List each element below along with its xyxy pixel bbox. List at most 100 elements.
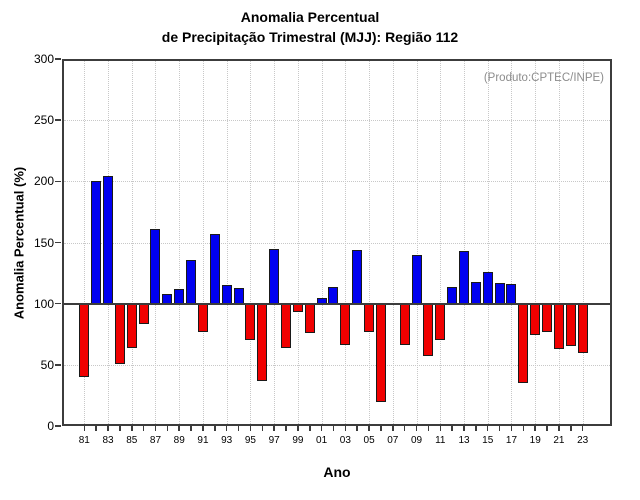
bar-17 <box>506 284 517 304</box>
x-tick-label: 85 <box>126 435 138 446</box>
x-tick-label: 07 <box>387 435 399 446</box>
bar-83 <box>103 176 114 304</box>
x-tick <box>510 426 513 431</box>
v-gridline <box>487 61 489 424</box>
y-tick-label: 250 <box>33 113 54 128</box>
chart-title: Anomalia Percentual de Precipitação Trim… <box>0 7 620 47</box>
x-tick <box>309 426 311 431</box>
x-tick-label: 93 <box>221 435 233 446</box>
y-tick <box>55 241 61 244</box>
x-tick <box>522 426 525 431</box>
v-gridline <box>535 61 537 424</box>
h-gridline <box>64 120 610 122</box>
y-tick-label: 300 <box>33 52 54 66</box>
bar-06 <box>375 303 386 402</box>
y-tick-label: 200 <box>33 174 54 189</box>
v-gridline <box>226 61 228 424</box>
x-tick-label: 17 <box>505 435 518 446</box>
bar-13 <box>459 251 469 304</box>
x-tick-label: 05 <box>363 435 375 446</box>
x-tick <box>344 426 347 431</box>
bar-11 <box>435 303 446 341</box>
x-tick-label: 91 <box>197 435 209 446</box>
bar-23 <box>577 303 588 353</box>
y-tick-label: 100 <box>33 296 54 311</box>
x-tick <box>190 426 192 431</box>
v-gridline <box>274 61 276 424</box>
x-tick <box>332 426 335 431</box>
bar-03 <box>340 303 351 346</box>
v-gridline <box>345 61 347 424</box>
x-tick <box>486 426 489 431</box>
bar-05 <box>364 303 375 332</box>
bar-99 <box>292 303 303 313</box>
h-gridline <box>64 242 610 244</box>
x-tick <box>581 426 584 431</box>
x-tick <box>261 426 264 431</box>
x-tick <box>273 426 275 431</box>
x-tick <box>546 426 548 431</box>
baseline-100 <box>64 302 610 305</box>
y-tick <box>55 58 61 60</box>
bar-94 <box>233 287 244 304</box>
x-tick-label: 87 <box>149 435 162 446</box>
y-tick <box>55 119 61 121</box>
bar-20 <box>542 303 553 332</box>
bar-12 <box>447 286 458 304</box>
bar-84 <box>114 303 125 364</box>
x-tick <box>558 426 560 431</box>
x-tick <box>95 426 97 431</box>
produto-annotation: (Produto:CPTEC/INPE) <box>483 72 604 84</box>
x-tick-label: 99 <box>292 435 304 446</box>
x-tick <box>154 426 157 431</box>
x-tick <box>570 426 572 431</box>
x-tick-label: 15 <box>482 435 494 446</box>
bar-92 <box>209 233 220 304</box>
bar-91 <box>197 303 208 332</box>
bar-89 <box>174 288 185 304</box>
bar-82 <box>91 181 102 304</box>
x-tick <box>297 426 299 431</box>
y-tick-label: 0 <box>47 419 54 433</box>
h-gridline <box>64 364 610 366</box>
y-tick <box>55 180 61 183</box>
v-gridline <box>202 61 204 424</box>
v-gridline <box>511 61 513 424</box>
x-tick <box>534 426 536 431</box>
bar-95 <box>245 303 256 341</box>
x-tick <box>202 426 204 431</box>
bar-90 <box>186 259 197 304</box>
x-tick <box>237 426 240 431</box>
bar-04 <box>352 249 363 304</box>
bar-97 <box>269 248 280 304</box>
x-tick <box>475 426 477 431</box>
bar-22 <box>565 303 576 347</box>
bar-81 <box>79 303 90 378</box>
x-tick <box>249 426 252 431</box>
v-gridline <box>321 61 323 424</box>
x-tick <box>392 426 394 431</box>
bar-09 <box>411 254 422 304</box>
x-tick <box>451 426 453 431</box>
bar-96 <box>257 303 268 381</box>
x-tick <box>463 426 465 431</box>
x-tick-label: 01 <box>316 435 328 446</box>
x-tick-label: 09 <box>410 435 423 446</box>
v-gridline <box>250 61 252 424</box>
v-gridline <box>84 61 86 424</box>
bar-86 <box>138 303 149 325</box>
x-tick <box>178 426 180 431</box>
x-tick-label: 83 <box>102 435 114 446</box>
x-tick <box>83 426 86 431</box>
bar-14 <box>470 281 481 304</box>
y-tick <box>55 302 61 305</box>
x-tick-label: 81 <box>78 435 90 446</box>
x-tick <box>107 426 109 431</box>
x-axis-title: Ano <box>323 464 351 480</box>
x-tick <box>225 426 228 431</box>
x-tick-label: 89 <box>173 435 185 446</box>
x-tick-label: 03 <box>339 435 351 446</box>
v-gridline <box>392 61 394 424</box>
x-tick <box>142 426 145 431</box>
